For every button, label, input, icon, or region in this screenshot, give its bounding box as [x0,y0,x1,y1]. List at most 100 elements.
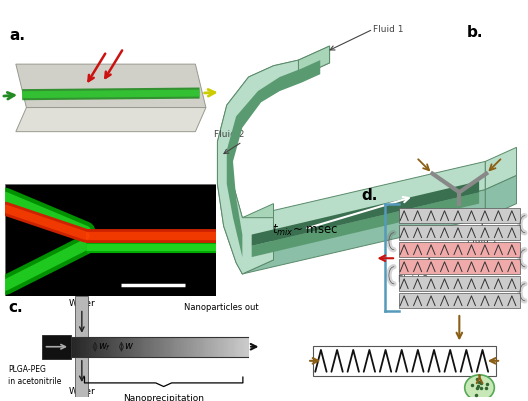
Text: Fluid 1: Fluid 1 [467,235,497,244]
Bar [166,337,169,357]
Bar [73,337,76,357]
Bar [111,337,114,357]
Bar [235,337,238,357]
Bar [399,243,520,258]
Bar [155,337,158,357]
FancyBboxPatch shape [313,346,496,376]
Bar [142,337,145,357]
Bar [182,337,185,357]
Bar [109,337,111,357]
Bar [241,337,244,357]
Bar [138,337,140,357]
Bar [76,297,89,337]
Bar [233,337,235,357]
Text: Nanoprecipitation: Nanoprecipitation [123,393,204,401]
Bar [100,337,103,357]
Polygon shape [218,61,298,274]
Polygon shape [485,176,516,218]
Bar [71,337,74,357]
Bar [80,337,83,357]
Bar [120,337,122,357]
Polygon shape [227,61,320,257]
Bar [91,337,94,357]
Bar [222,337,224,357]
Bar [231,337,233,357]
Bar [217,337,220,357]
Bar [157,337,161,357]
Bar [188,337,191,357]
Polygon shape [16,108,206,132]
Bar [144,337,147,357]
Bar [114,337,116,357]
Bar [98,337,100,357]
Bar [204,337,206,357]
Text: a.: a. [10,28,25,43]
Bar [175,337,178,357]
Bar [118,337,120,357]
Text: Fluid 2: Fluid 2 [398,274,429,283]
Polygon shape [242,204,274,274]
Text: Fluid 2: Fluid 2 [214,130,244,138]
Bar [162,337,165,357]
Bar [82,337,85,357]
Bar [84,337,87,357]
Bar [102,337,105,357]
Bar [180,337,182,357]
Polygon shape [298,47,329,78]
Bar [87,337,90,357]
Bar [149,337,152,357]
Bar [224,337,227,357]
Bar [146,337,149,357]
Text: d.: d. [361,188,378,203]
Bar [122,337,125,357]
Text: b.: b. [467,24,483,39]
Bar [93,337,96,357]
Bar [107,337,109,357]
Bar [239,337,242,357]
Bar [399,226,520,241]
Bar [76,357,89,397]
Bar [215,337,218,357]
Bar [220,337,222,357]
Bar [209,337,211,357]
Text: PLGA-PEG
in acetonitrile: PLGA-PEG in acetonitrile [8,365,61,385]
Polygon shape [252,193,479,257]
Bar [151,337,154,357]
Bar [246,337,249,357]
Polygon shape [242,162,485,246]
Bar [105,337,107,357]
Text: Water: Water [69,299,95,308]
Bar [399,209,520,224]
Circle shape [465,375,494,401]
Bar [129,337,131,357]
Bar [133,337,136,357]
Text: $t_{mix}$~ msec: $t_{mix}$~ msec [272,222,338,237]
Text: Nanoparticles out: Nanoparticles out [184,302,259,311]
Bar [200,337,202,357]
Bar [140,337,143,357]
Bar [213,337,215,357]
Bar [237,337,240,357]
Bar [42,335,71,359]
Bar [173,337,176,357]
Bar [193,337,196,357]
Bar [89,337,92,357]
Text: Fluid 1: Fluid 1 [373,24,404,33]
Bar [399,294,520,309]
Bar [164,337,167,357]
Bar [197,337,200,357]
Bar [171,337,174,357]
Bar [116,337,118,357]
Bar [168,337,171,357]
Bar [127,337,129,357]
Text: Water: Water [69,386,95,395]
Bar [186,337,189,357]
Bar [96,337,98,357]
Bar [195,337,198,357]
Bar [131,337,134,357]
Polygon shape [242,190,485,274]
Polygon shape [218,47,329,274]
Bar [160,337,163,357]
Bar [244,337,247,357]
Polygon shape [16,65,206,108]
